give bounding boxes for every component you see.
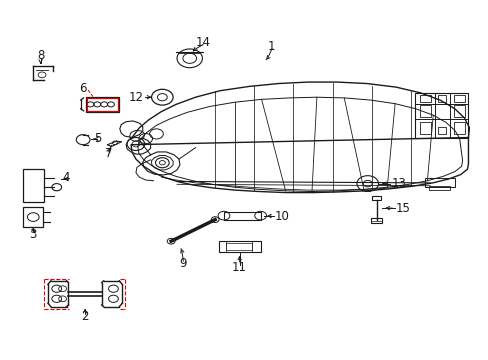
Bar <box>437 95 446 102</box>
Bar <box>453 122 464 134</box>
Text: 12: 12 <box>128 91 143 104</box>
Text: 11: 11 <box>232 261 246 274</box>
Bar <box>437 127 446 134</box>
Bar <box>419 122 430 134</box>
Bar <box>86 98 118 111</box>
Bar <box>23 169 44 202</box>
Text: 9: 9 <box>179 257 187 270</box>
Text: 8: 8 <box>37 49 44 62</box>
Bar <box>219 241 260 252</box>
Bar <box>419 105 430 117</box>
Text: 2: 2 <box>81 310 89 323</box>
Bar <box>371 196 381 200</box>
Bar <box>419 95 430 102</box>
Text: 6: 6 <box>79 82 87 95</box>
Text: 15: 15 <box>395 202 410 215</box>
Text: 10: 10 <box>274 210 289 222</box>
Bar <box>370 218 382 223</box>
Text: 13: 13 <box>390 177 405 190</box>
Bar <box>23 207 43 227</box>
Text: 7: 7 <box>104 147 112 160</box>
Bar <box>453 95 464 102</box>
Bar <box>453 105 464 117</box>
Bar <box>425 178 454 187</box>
Bar <box>224 212 260 220</box>
Bar <box>428 186 449 190</box>
Text: 4: 4 <box>62 171 70 184</box>
Text: 14: 14 <box>195 36 210 49</box>
Text: 3: 3 <box>29 228 37 241</box>
Text: 5: 5 <box>94 132 102 145</box>
Bar <box>226 243 252 250</box>
Text: 1: 1 <box>267 40 275 53</box>
Bar <box>414 93 468 138</box>
Bar <box>85 97 119 112</box>
